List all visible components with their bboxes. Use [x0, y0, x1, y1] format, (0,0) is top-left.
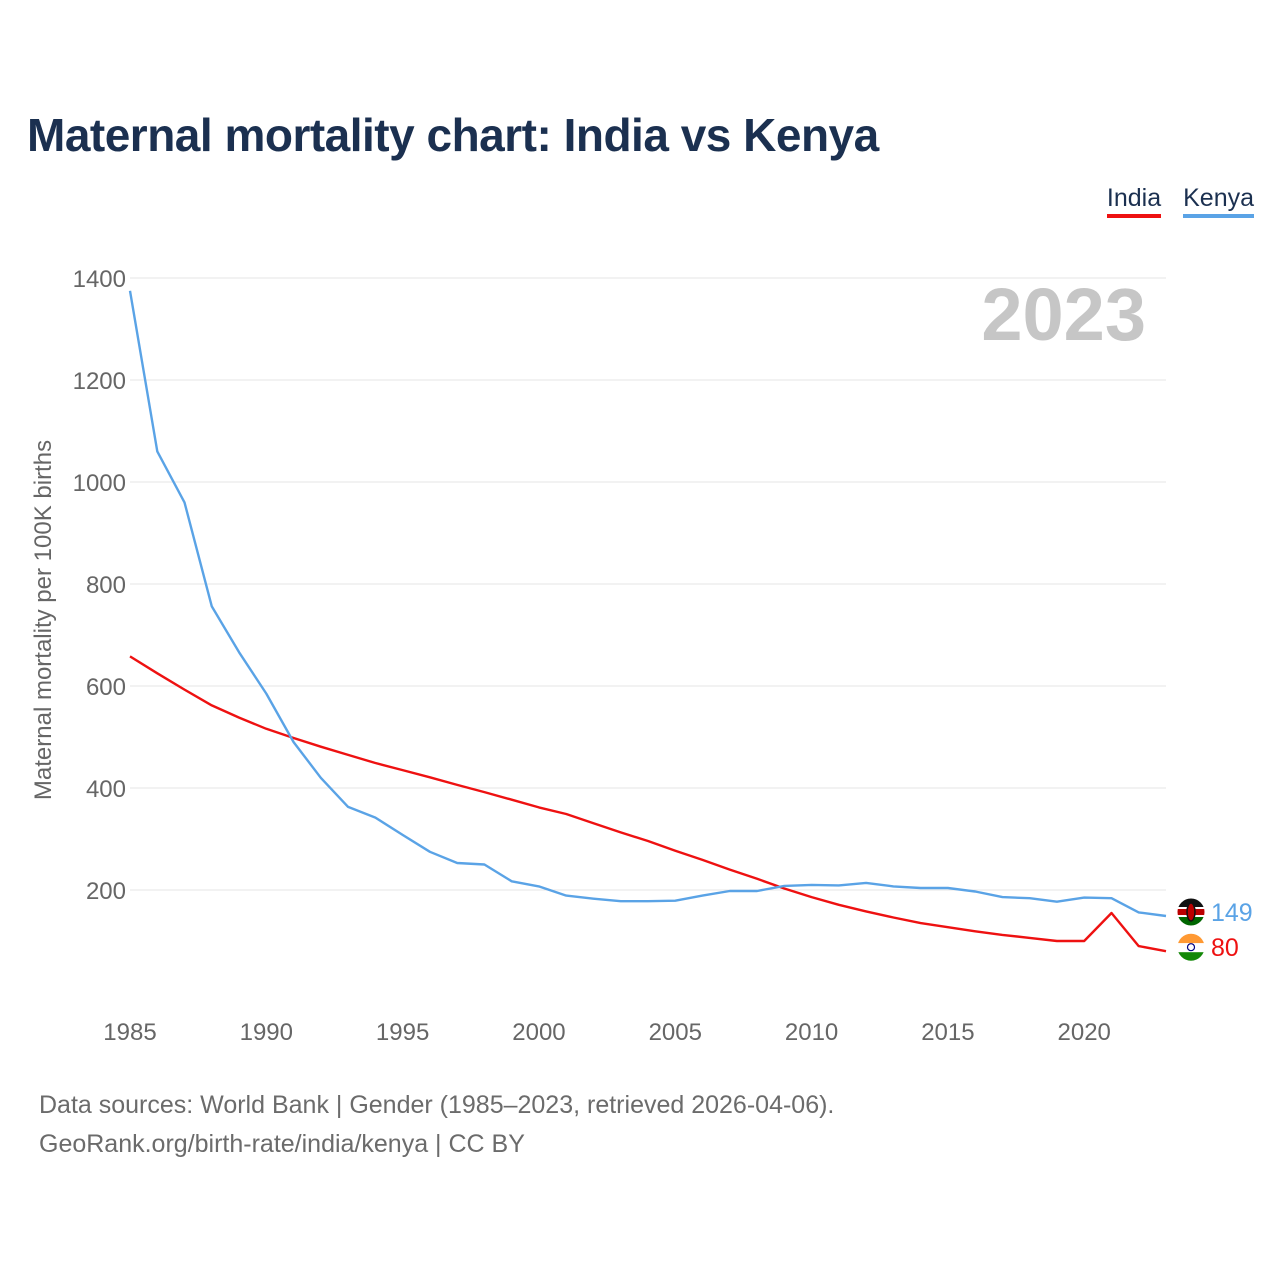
legend: India Kenya [1106, 184, 1254, 218]
year-watermark: 2023 [981, 273, 1146, 356]
x-tick-label: 1990 [240, 1019, 293, 1046]
grid-lines [130, 277, 1166, 891]
x-tick-label: 2020 [1058, 1019, 1111, 1046]
kenya-flag-icon [1176, 897, 1206, 927]
x-axis-ticks: 1985 1990 1995 2000 2005 2010 2015 2020 [103, 1019, 1111, 1046]
y-tick-label: 600 [86, 674, 126, 701]
source-line-2: GeoRank.org/birth-rate/india/kenya | CC … [39, 1130, 525, 1158]
y-tick-label: 1200 [73, 368, 126, 395]
x-tick-label: 2010 [785, 1019, 838, 1046]
y-tick-label: 400 [86, 776, 126, 803]
y-tick-label: 800 [86, 572, 126, 599]
end-label-india: 80 [1211, 934, 1239, 962]
x-tick-label: 2000 [512, 1019, 565, 1046]
x-tick-label: 2015 [921, 1019, 974, 1046]
end-label-kenya: 149 [1211, 899, 1253, 927]
x-tick-label: 1985 [103, 1019, 156, 1046]
x-tick-label: 1995 [376, 1019, 429, 1046]
y-axis-label: Maternal mortality per 100K births [30, 440, 57, 800]
page-title: Maternal mortality chart: India vs Kenya [27, 109, 879, 161]
series-lines [128, 290, 1167, 953]
india-flag-icon [1176, 932, 1206, 962]
y-tick-label: 1000 [73, 470, 126, 497]
source-note: Data sources: World Bank | Gender (1985–… [39, 1086, 834, 1164]
y-axis-ticks: 200 400 600 800 1000 1200 1400 [73, 266, 126, 905]
source-line-1: Data sources: World Bank | Gender (1985–… [39, 1091, 835, 1119]
y-tick-label: 200 [86, 878, 126, 905]
series-line-kenya[interactable] [128, 290, 1167, 918]
legend-item-kenya[interactable]: Kenya [1183, 184, 1254, 218]
y-tick-label: 1400 [73, 266, 126, 293]
legend-item-india[interactable]: India [1106, 184, 1162, 218]
series-line-india[interactable] [129, 655, 1167, 953]
x-tick-label: 2005 [649, 1019, 702, 1046]
